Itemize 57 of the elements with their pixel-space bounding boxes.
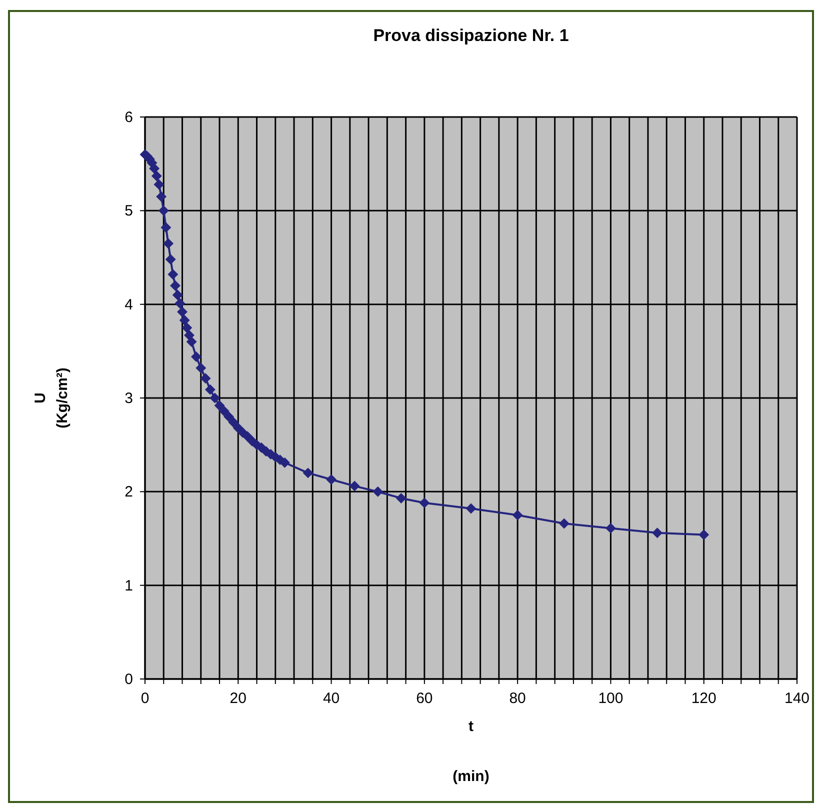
point <box>154 179 164 190</box>
point <box>151 170 162 182</box>
point <box>652 528 663 538</box>
point <box>214 400 225 411</box>
point <box>179 315 190 326</box>
point <box>196 362 206 374</box>
point <box>396 492 406 504</box>
point <box>177 306 188 318</box>
x-tick-label: 20 <box>230 690 246 707</box>
y-axis-title: U (Kg/cm²) <box>32 368 71 428</box>
point <box>165 254 176 265</box>
point <box>372 486 384 497</box>
point <box>302 468 314 478</box>
point <box>228 417 239 428</box>
point <box>186 336 197 348</box>
point <box>160 222 172 233</box>
point <box>558 518 570 529</box>
point <box>210 392 220 404</box>
x-tick-label: 60 <box>416 690 433 707</box>
x-tick-label: 140 <box>784 690 810 707</box>
x-tick-label: 0 <box>140 690 150 707</box>
x-tick-label: 120 <box>691 690 716 707</box>
point <box>170 280 181 291</box>
point <box>466 503 476 514</box>
y-tick-label: 3 <box>124 390 133 407</box>
point <box>190 352 202 362</box>
point <box>218 406 230 416</box>
y-tick-label: 2 <box>124 484 133 501</box>
x-tick-label: 80 <box>509 690 526 707</box>
point <box>172 290 183 300</box>
point <box>605 522 616 534</box>
x-tick-label: 40 <box>322 690 340 707</box>
point <box>163 238 174 249</box>
point <box>326 474 337 485</box>
point <box>224 411 234 422</box>
point <box>149 163 160 174</box>
point <box>698 530 710 540</box>
y-tick-label: 1 <box>124 577 133 594</box>
text: t (min) <box>452 718 490 785</box>
y-tick-label: 4 <box>124 296 133 314</box>
y-tick-label: 5 <box>124 202 133 220</box>
point <box>512 510 523 520</box>
point <box>168 269 178 280</box>
point <box>200 373 211 384</box>
point <box>184 330 194 340</box>
point <box>174 298 186 309</box>
point <box>182 322 192 333</box>
chart-title: Prova dissipazione Nr. 1 <box>373 26 569 45</box>
x-tick-label: 100 <box>598 690 624 707</box>
y-tick-label: 0 <box>124 671 133 688</box>
point <box>204 384 216 395</box>
point <box>156 191 167 202</box>
point <box>232 422 244 434</box>
point <box>349 480 360 492</box>
y-tick-label: 6 <box>124 109 133 126</box>
point <box>158 205 169 216</box>
point <box>419 498 430 508</box>
